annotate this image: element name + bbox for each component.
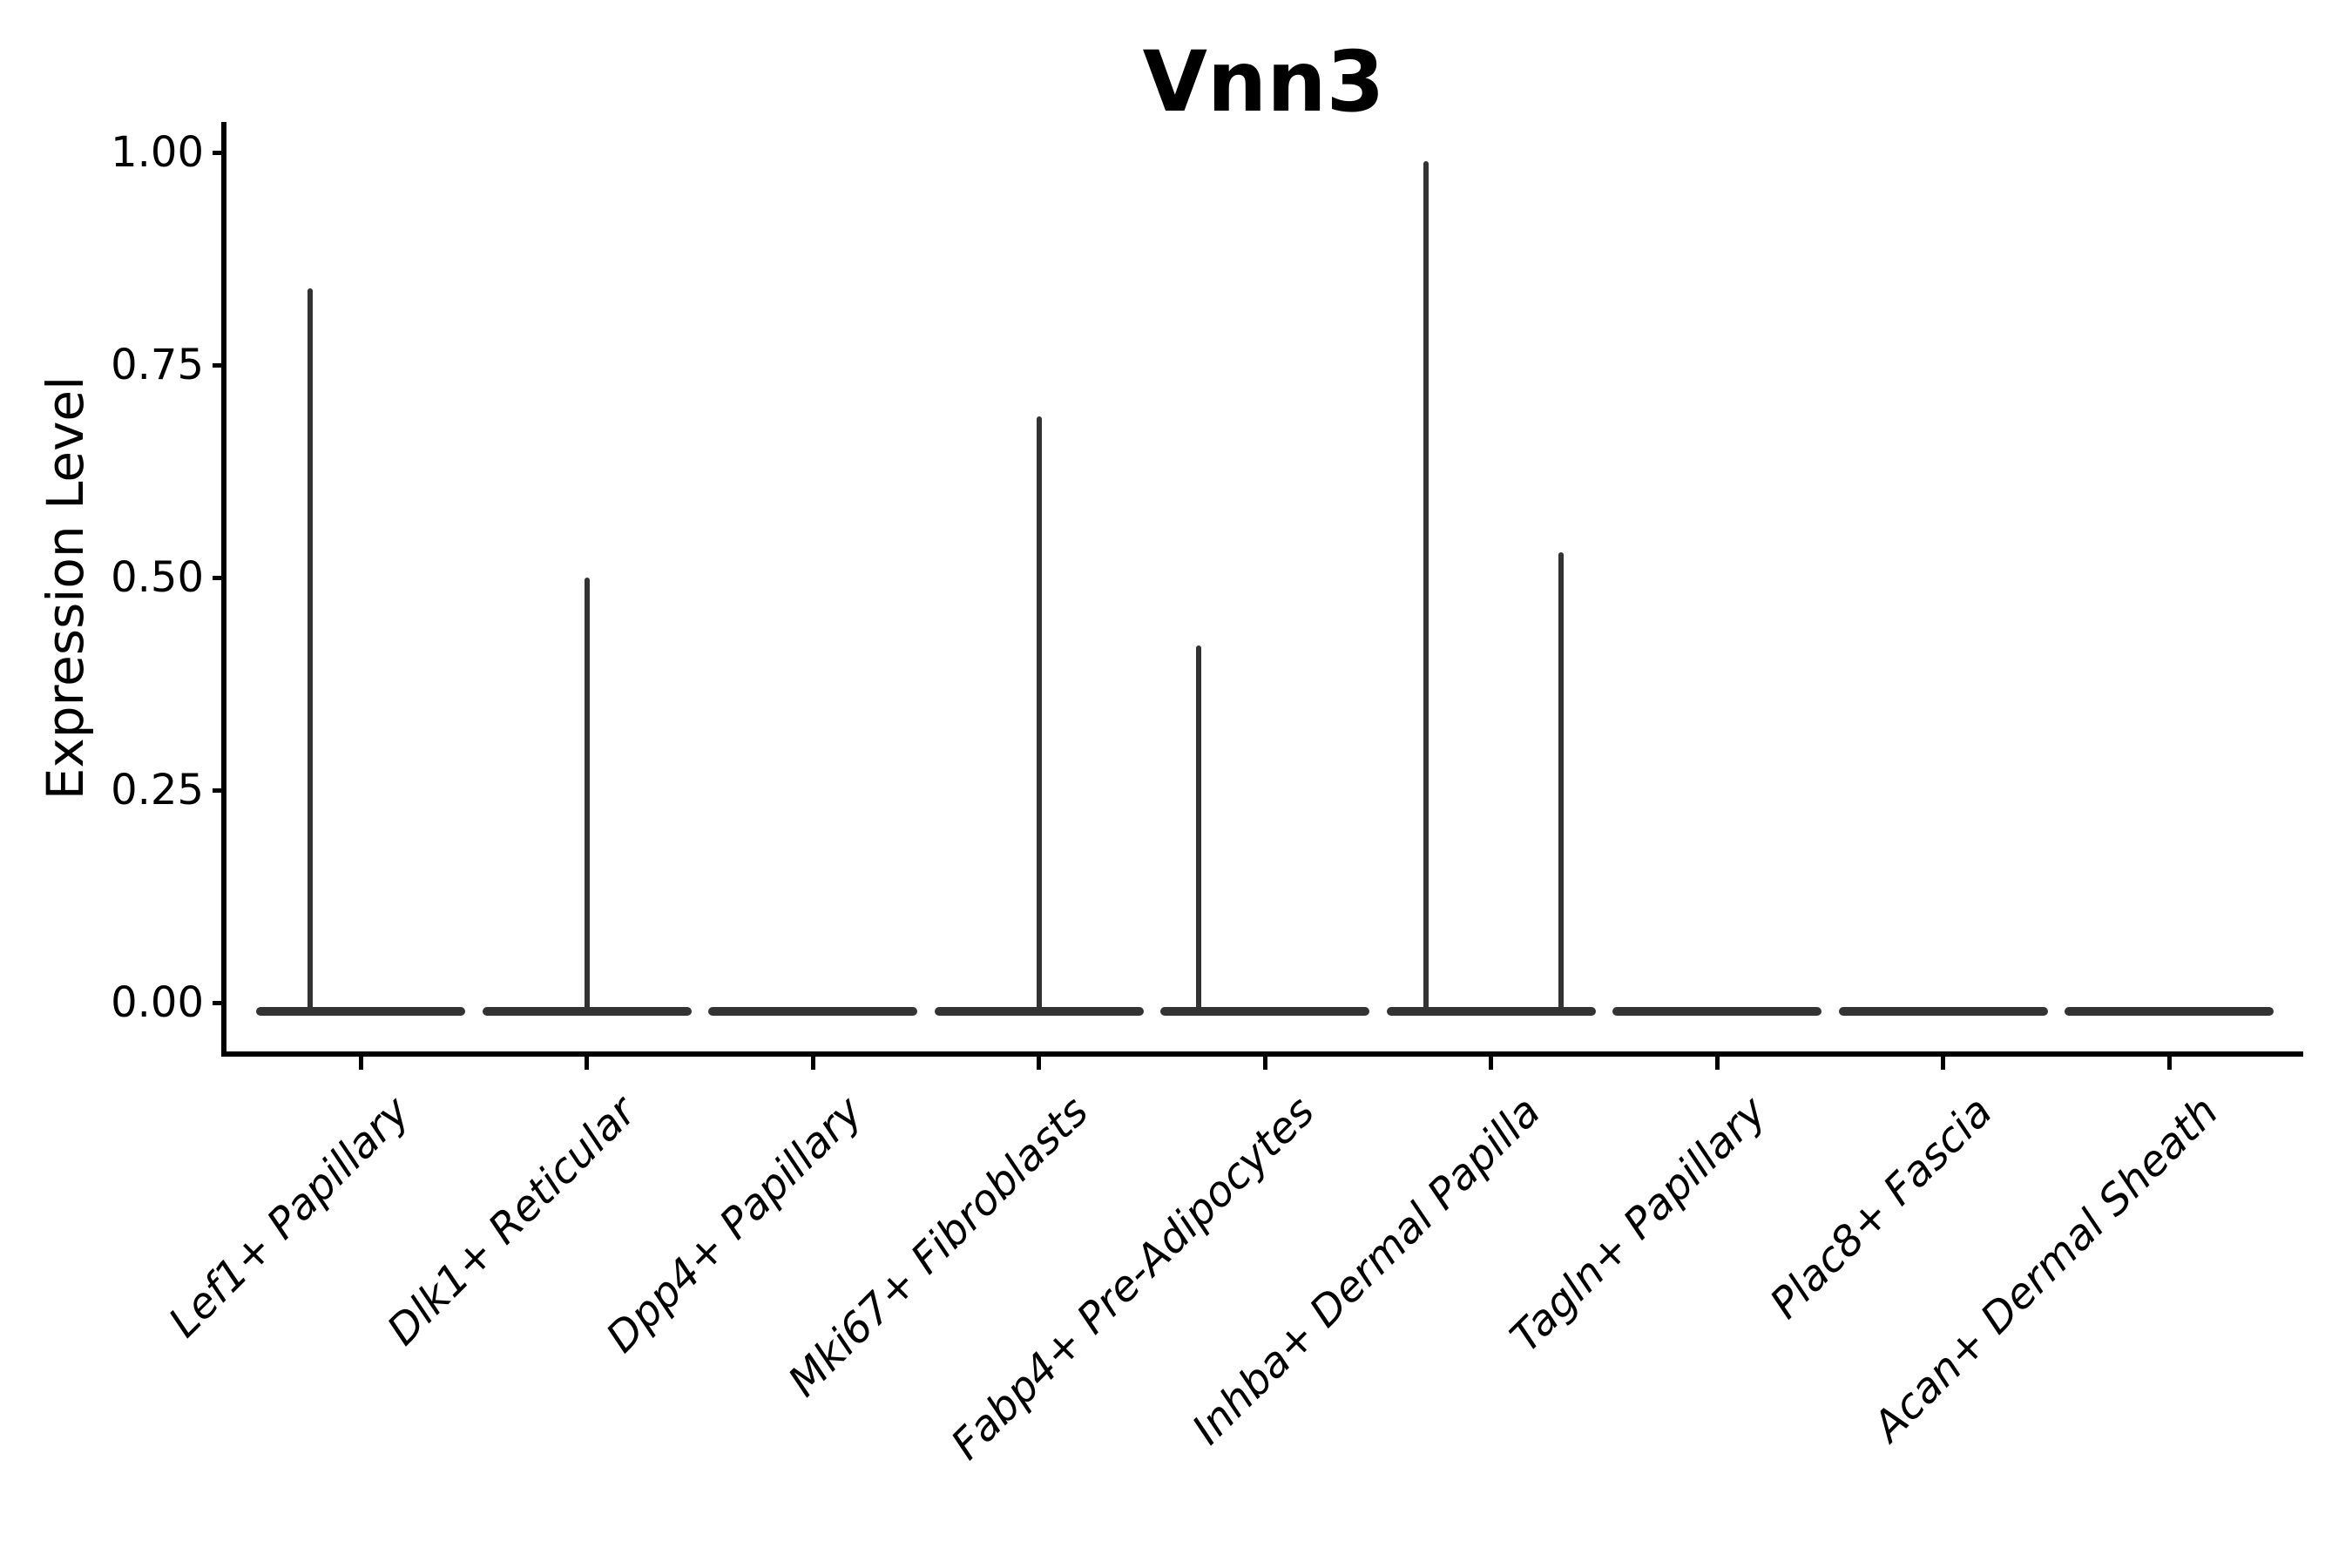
y-tick-label: 0.50	[111, 553, 204, 602]
x-tick-mark	[1941, 1057, 1945, 1070]
violin-spike	[1558, 551, 1564, 1010]
y-tick-mark	[213, 362, 224, 368]
x-tick-label: Fabp4+ Pre-Adipocytes	[942, 1087, 1324, 1470]
x-tick-mark	[1262, 1057, 1267, 1070]
y-tick-label: 0.25	[111, 766, 204, 814]
violin-baseline	[708, 1007, 917, 1016]
x-axis-spine	[221, 1051, 2303, 1057]
violin-baseline	[1838, 1007, 2048, 1016]
x-tick-label: Lef1+ Papillary	[159, 1087, 420, 1348]
x-tick-mark	[1037, 1057, 1041, 1070]
violin-baseline	[1386, 1007, 1596, 1016]
violin-baseline	[482, 1007, 692, 1016]
x-tick-label: Dlk1+ Reticular	[377, 1087, 646, 1355]
x-tick-mark	[358, 1057, 363, 1070]
violin-baseline	[1160, 1007, 1369, 1016]
x-tick-mark	[585, 1057, 589, 1070]
violin-spike	[1196, 645, 1201, 1010]
y-tick-mark	[213, 575, 224, 580]
violin-spike	[1423, 160, 1429, 1010]
y-tick-label: 0.00	[111, 978, 204, 1027]
x-tick-label: Plac8+ Fascia	[1761, 1087, 2003, 1328]
x-tick-mark	[1714, 1057, 1720, 1070]
x-tick-mark	[810, 1057, 815, 1070]
violin-spike	[1036, 416, 1042, 1010]
violin-spike	[584, 578, 590, 1010]
violin-baseline	[934, 1007, 1144, 1016]
y-tick-mark	[213, 787, 224, 793]
x-tick-mark	[1489, 1057, 1493, 1070]
y-tick-label: 0.75	[111, 341, 204, 389]
violin-baseline	[1612, 1007, 1821, 1016]
x-tick-mark	[2166, 1057, 2172, 1070]
y-tick-mark	[213, 1000, 224, 1005]
y-axis-spine	[221, 122, 226, 1057]
violin-spike	[308, 288, 313, 1010]
y-tick-label: 1.00	[111, 128, 204, 177]
violin-baseline	[256, 1007, 465, 1016]
y-tick-mark	[213, 150, 224, 155]
violin-baseline	[2065, 1007, 2274, 1016]
plot-title: Vnn3	[1142, 33, 1385, 131]
